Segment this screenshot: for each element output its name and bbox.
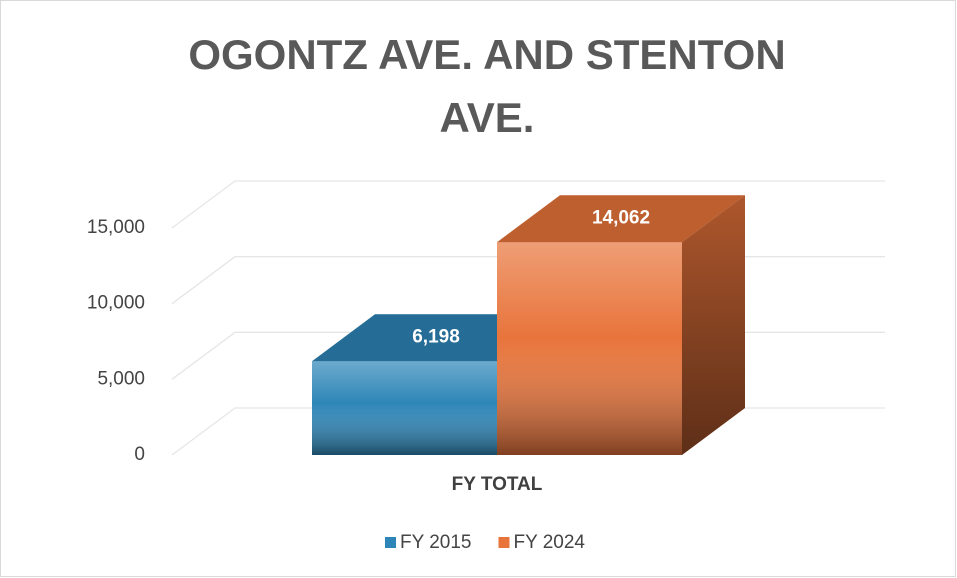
bar-top — [497, 195, 745, 243]
bar-front-shade — [312, 361, 497, 455]
legend-swatch — [385, 537, 396, 548]
x-tick-label: FY TOTAL — [452, 474, 543, 495]
legend-label: FY 2024 — [513, 532, 585, 553]
y-tick-label: 5,000 — [97, 368, 145, 389]
y-tick-label: 10,000 — [87, 293, 145, 314]
grid-line — [171, 180, 885, 229]
bar-top-shade — [497, 195, 745, 243]
y-tick-label: 0 — [134, 444, 145, 465]
y-tick-label: 15,000 — [87, 217, 145, 238]
bar-front-shade — [497, 242, 682, 455]
data-label: 14,062 — [592, 208, 650, 229]
legend-swatch — [498, 537, 510, 548]
legend-label: FY 2015 — [400, 532, 471, 553]
chart-title: OGONTZ AVE. AND STENTON AVE. — [188, 31, 785, 141]
bar-side-shade — [682, 195, 745, 455]
bar — [497, 195, 745, 455]
data-label: 6,198 — [412, 327, 460, 348]
